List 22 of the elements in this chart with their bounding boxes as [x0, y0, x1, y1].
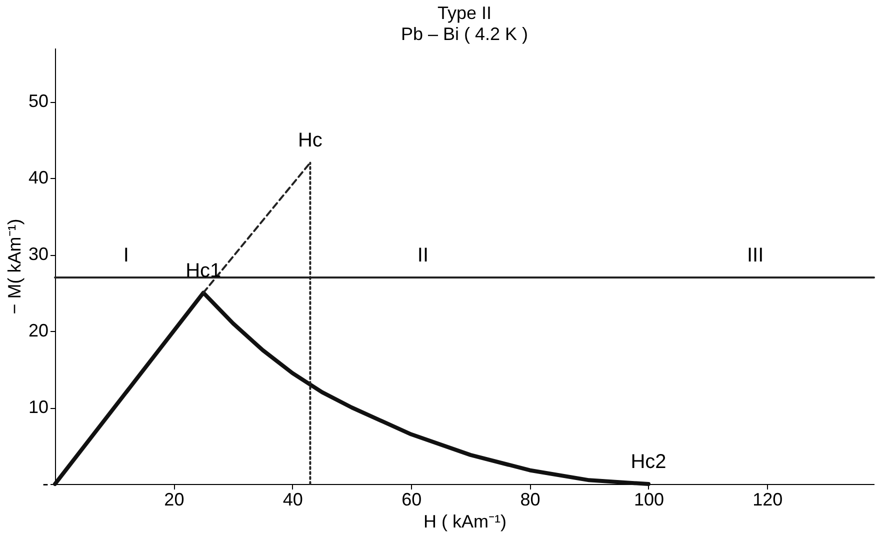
- y-tick-label: 20: [28, 320, 48, 341]
- chart-subtitle: Pb – Bi ( 4.2 K ): [400, 24, 528, 44]
- x-tick-label: 120: [752, 490, 783, 510]
- annotation: III: [746, 244, 764, 266]
- y-tick-label: 30: [28, 244, 48, 264]
- annotation: Hc2: [630, 451, 666, 473]
- x-tick-label: 20: [164, 490, 184, 510]
- y-tick-label: -: [42, 474, 48, 494]
- chart-title: Type II: [437, 3, 492, 23]
- annotation: I: [123, 244, 129, 266]
- annotation: Hc: [298, 130, 322, 152]
- x-tick-label: 60: [402, 490, 422, 510]
- y-axis-title: − M( kAm⁻¹): [4, 218, 24, 314]
- y-tick-label: 50: [28, 91, 48, 112]
- annotation: Hc1: [186, 260, 222, 282]
- y-tick-label: 10: [28, 397, 48, 418]
- annotation: II: [417, 244, 429, 266]
- y-tick-label: 40: [28, 168, 48, 188]
- x-tick-label: 100: [634, 490, 664, 510]
- x-tick-label: 80: [520, 490, 540, 510]
- x-tick-label: 40: [282, 490, 303, 510]
- x-axis-title: H ( kAm⁻¹): [424, 512, 506, 532]
